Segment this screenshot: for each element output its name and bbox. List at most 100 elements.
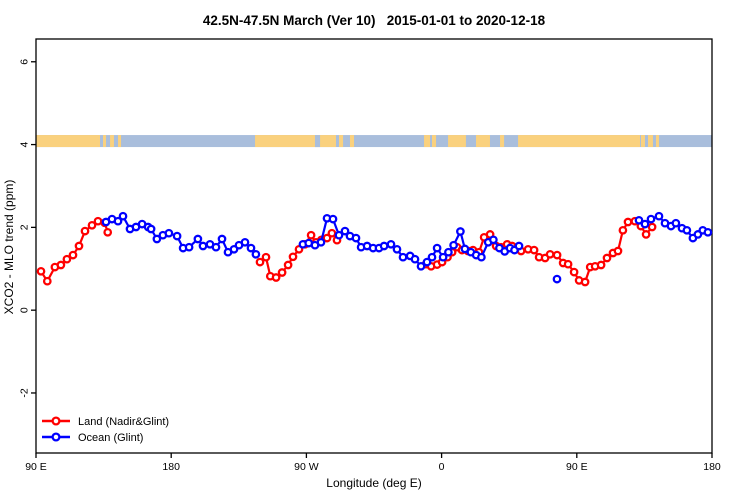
data-point: [477, 252, 486, 262]
data-point: [456, 227, 465, 236]
data-point: [449, 240, 458, 250]
data-point: [416, 261, 426, 271]
y-tick-label: 6: [18, 59, 30, 65]
data-point: [427, 252, 437, 262]
data-point: [255, 257, 265, 267]
data-point: [240, 237, 250, 247]
map-land-segment: [349, 135, 355, 148]
data-point: [422, 257, 432, 267]
data-point: [641, 230, 651, 239]
data-point: [438, 252, 448, 262]
data-point: [93, 216, 103, 226]
land-series: [36, 216, 657, 287]
data-point: [261, 252, 271, 262]
data-point: [306, 230, 316, 240]
data-point: [386, 239, 396, 249]
data-point: [334, 230, 344, 240]
data-point: [545, 249, 555, 259]
data-point: [671, 218, 681, 228]
data-point: [283, 260, 293, 270]
data-point: [602, 253, 612, 263]
data-point: [618, 225, 628, 235]
map-land-segment: [338, 135, 344, 148]
data-point: [87, 220, 97, 230]
data-point: [62, 254, 72, 264]
data-point: [184, 242, 194, 252]
data-point: [113, 216, 123, 226]
data-point: [288, 252, 298, 262]
map-land-segment: [648, 135, 653, 148]
data-point: [563, 259, 573, 269]
y-axis-title: XCO2 - MLO trend (ppm): [2, 180, 16, 315]
data-point: [211, 242, 221, 252]
data-point: [217, 234, 227, 244]
plot-border: [35, 38, 713, 454]
data-point: [152, 234, 162, 244]
data-point: [36, 266, 46, 276]
data-point: [316, 237, 326, 247]
data-point: [172, 231, 182, 241]
data-point: [432, 243, 442, 253]
data-point: [164, 228, 174, 238]
x-tick-label: 90 E: [25, 461, 47, 473]
data-point: [56, 260, 66, 270]
map-land-segment: [118, 135, 122, 148]
map-land-segment: [102, 135, 107, 148]
data-point: [552, 274, 562, 284]
x-tick-label: 90 W: [294, 461, 319, 473]
data-point: [74, 241, 84, 251]
map-land-segment: [640, 135, 646, 148]
data-point: [328, 214, 338, 224]
legend: Land (Nadir&Glint) Ocean (Glint): [42, 416, 169, 444]
x-axis-title: Longitude (deg E): [326, 476, 421, 490]
data-point: [340, 226, 350, 236]
data-point: [489, 235, 498, 245]
data-point: [103, 227, 113, 237]
world-map-strip: [36, 135, 712, 148]
data-series: [36, 211, 713, 287]
data-point: [596, 260, 606, 270]
data-point: [251, 249, 261, 259]
data-point: [580, 277, 590, 287]
y-tick-label: 0: [19, 307, 31, 313]
data-point: [647, 222, 657, 232]
data-point: [646, 214, 656, 224]
data-point: [271, 273, 281, 282]
legend-marker: [51, 416, 61, 426]
map-land-segment: [518, 135, 641, 148]
data-point: [327, 228, 337, 238]
legend-label: Ocean (Glint): [78, 432, 143, 444]
x-tick-label: 90 E: [566, 461, 588, 473]
data-point: [68, 250, 78, 260]
x-tick-label: 180: [162, 461, 180, 473]
legend-label: Land (Nadir&Glint): [78, 416, 169, 428]
data-point: [118, 211, 128, 221]
map-land-segment: [431, 135, 437, 148]
y-tick-label: 2: [19, 224, 31, 230]
data-point: [613, 246, 623, 256]
data-point: [640, 219, 650, 229]
x-tick-label: 0: [439, 461, 445, 473]
y-tick-label: -2: [19, 388, 31, 397]
axes: 90 E 180 90 W 0 90 E 180 -2 0 2 4 6: [18, 38, 721, 473]
data-point: [246, 243, 256, 253]
map-land-segment: [500, 135, 505, 148]
data-point: [398, 252, 408, 262]
data-point: [529, 245, 539, 255]
map-land-segment: [36, 135, 100, 148]
map-land-segment: [424, 135, 431, 148]
data-point: [703, 227, 713, 237]
map-land-segment: [476, 135, 490, 148]
map-land-segment: [255, 135, 336, 148]
map-land-segment: [448, 135, 466, 148]
map-lake-segment: [314, 135, 321, 148]
data-point: [351, 233, 361, 243]
data-point: [198, 241, 208, 251]
data-point: [654, 211, 664, 221]
data-point: [634, 215, 644, 225]
data-point: [682, 225, 692, 235]
data-point: [552, 250, 562, 260]
ocean-series: [101, 211, 713, 284]
data-point: [322, 233, 332, 243]
